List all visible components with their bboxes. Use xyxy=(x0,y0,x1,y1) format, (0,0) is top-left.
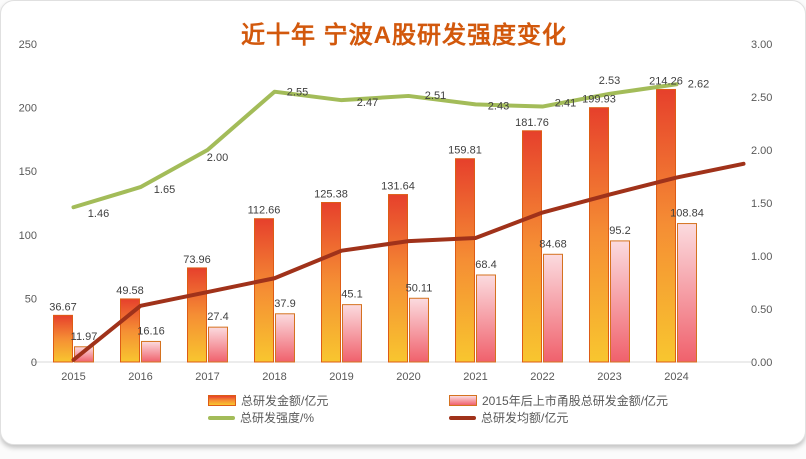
data-label-post2015-rd: 84.68 xyxy=(539,238,567,250)
rd-intensity-line-swatch-icon xyxy=(208,415,235,420)
bar-post2015-rd-2017 xyxy=(208,326,228,363)
bar-total-rd-2022 xyxy=(522,130,542,363)
bar-post2015-rd-2015 xyxy=(74,346,94,363)
chart-title: 近十年 宁波A股研发强度变化 xyxy=(241,22,567,49)
data-label-post2015-rd: 16.16 xyxy=(137,325,165,337)
chart-card: 近十年 宁波A股研发强度变化 0 50 100 150 200 250 0.00 0.50 1.… xyxy=(0,0,806,445)
data-label-total-rd: 131.64 xyxy=(381,181,415,193)
x-axis-category-label: 2024 xyxy=(664,371,688,383)
right-axis-tick-label: 2.00 xyxy=(751,145,772,157)
legend-label-total-rd: 总研发金额/亿元 xyxy=(241,394,329,408)
data-label-rd-intensity: 2.43 xyxy=(488,100,509,112)
data-label-post2015-rd: 37.9 xyxy=(274,298,295,310)
x-axis-category-label: 2021 xyxy=(463,371,487,383)
data-label-total-rd: 36.67 xyxy=(49,301,77,313)
right-axis-tick-label: 2.50 xyxy=(751,92,772,104)
x-axis-category-label: 2018 xyxy=(262,371,286,383)
rd-average-line-swatch-icon xyxy=(449,415,476,420)
legend-label-rd-intensity: 总研发强度/% xyxy=(240,411,315,425)
chart-plot-area: 0 50 100 150 200 250 0.00 0.50 1.00 1.50 2.00 2.50 3… xyxy=(19,39,773,383)
right-axis-tick-label: 0.00 xyxy=(751,357,772,369)
bar-post2015-rd-2019 xyxy=(342,304,362,363)
legend-label-post2015-rd: 2015年后上市甬股总研发金额/亿元 xyxy=(482,394,669,408)
line-rd-intensity xyxy=(71,82,679,210)
legend-item-post2015-rd: 2015年后上市甬股总研发金额/亿元 xyxy=(449,393,668,408)
x-axis-category-label: 2019 xyxy=(329,371,353,383)
data-label-total-rd: 181.76 xyxy=(515,117,549,129)
data-label-rd-intensity: 1.46 xyxy=(88,208,109,220)
bar-total-rd-2021 xyxy=(455,158,475,363)
line-rd-average xyxy=(71,161,746,362)
bar-total-rd-2016 xyxy=(120,298,140,363)
bar-post2015-rd-2016 xyxy=(141,340,161,363)
x-axis-category-label: 2016 xyxy=(128,371,152,383)
data-label-total-rd: 199.93 xyxy=(582,94,616,106)
data-label-post2015-rd: 50.11 xyxy=(406,282,433,294)
bar-total-rd-2024 xyxy=(656,88,676,363)
data-label-total-rd: 49.58 xyxy=(116,285,144,297)
data-label-post2015-rd: 11.97 xyxy=(71,331,98,343)
data-label-rd-intensity: 2.53 xyxy=(599,75,620,87)
data-label-rd-intensity: 2.62 xyxy=(688,78,709,90)
x-axis-category-label: 2015 xyxy=(61,371,85,383)
left-axis-tick-label: 200 xyxy=(19,103,37,115)
data-label-rd-intensity: 1.65 xyxy=(154,184,175,196)
legend-item-rd-intensity: 总研发强度/% xyxy=(208,410,314,425)
data-label-rd-intensity: 2.51 xyxy=(425,90,446,102)
right-axis-tick-label: 0.50 xyxy=(751,304,772,316)
data-label-rd-intensity: 2.47 xyxy=(357,97,378,109)
data-label-total-rd: 73.96 xyxy=(183,254,211,266)
data-label-rd-intensity: 2.55 xyxy=(287,87,308,99)
bar-total-rd-2023 xyxy=(589,107,609,363)
bar-post2015-rd-2024 xyxy=(677,223,697,363)
bar-post2015-rd-2018 xyxy=(275,313,295,363)
bar-total-rd-2020 xyxy=(388,194,408,363)
legend-item-rd-average: 总研发均额/亿元 xyxy=(449,410,568,425)
x-axis-category-label: 2017 xyxy=(195,371,219,383)
right-axis-tick-label: 3.00 xyxy=(751,39,772,51)
left-axis-tick-label: 0 xyxy=(31,357,37,369)
x-axis-category-label: 2022 xyxy=(530,371,554,383)
data-label-post2015-rd: 27.4 xyxy=(207,311,228,323)
bar-total-rd-2015 xyxy=(53,314,73,363)
data-label-total-rd: 112.66 xyxy=(248,205,281,217)
legend-label-rd-average: 总研发均额/亿元 xyxy=(481,411,569,425)
right-axis-tick-label: 1.00 xyxy=(751,251,772,263)
left-axis-tick-label: 150 xyxy=(19,166,37,178)
bar-post2015-rd-2020 xyxy=(409,297,429,363)
bar-post2015-rd-2021 xyxy=(476,274,496,363)
bar-total-rd-2017 xyxy=(187,267,207,363)
bar-total-rd-2019 xyxy=(321,202,341,363)
data-label-rd-intensity: 2.00 xyxy=(207,152,228,164)
legend-item-total-rd: 总研发金额/亿元 xyxy=(208,393,328,408)
data-label-rd-intensity: 2.41 xyxy=(555,98,576,110)
x-axis-category-label: 2023 xyxy=(597,371,621,383)
total-rd-bar-swatch-icon xyxy=(208,395,236,406)
x-axis-category-label: 2020 xyxy=(396,371,420,383)
data-label-total-rd: 214.26 xyxy=(649,75,683,87)
right-axis-tick-label: 1.50 xyxy=(751,198,772,210)
left-axis-tick-label: 50 xyxy=(25,293,37,305)
data-label-post2015-rd: 68.4 xyxy=(475,259,496,271)
left-axis-tick-label: 250 xyxy=(19,39,37,51)
bar-post2015-rd-2022 xyxy=(543,253,563,363)
data-label-post2015-rd: 95.2 xyxy=(609,225,630,237)
post2015-rd-bar-swatch-icon xyxy=(449,395,477,406)
data-label-post2015-rd: 45.1 xyxy=(341,289,362,301)
data-label-post2015-rd: 108.84 xyxy=(670,208,704,220)
bar-post2015-rd-2023 xyxy=(610,240,630,363)
bar-total-rd-2018 xyxy=(254,218,274,363)
data-label-total-rd: 159.81 xyxy=(448,145,482,157)
data-label-total-rd: 125.38 xyxy=(314,189,348,201)
left-axis-tick-label: 100 xyxy=(19,230,37,242)
